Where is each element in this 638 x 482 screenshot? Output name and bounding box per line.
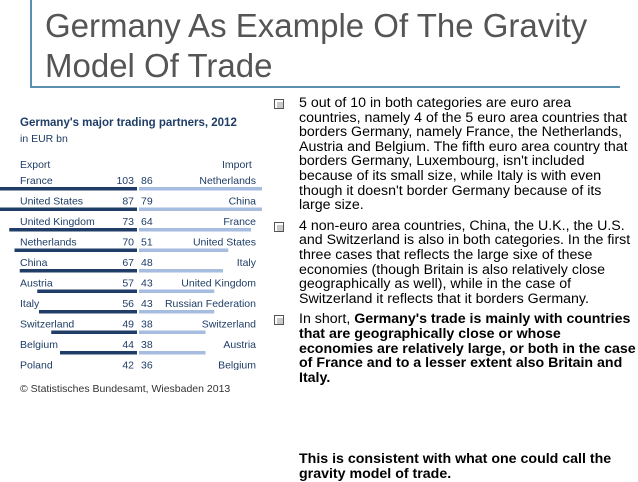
- import-value-label: 43: [141, 298, 153, 310]
- export-value-label: 103: [116, 175, 134, 187]
- import-value-label: 64: [141, 216, 153, 228]
- import-value-label: 43: [141, 278, 153, 290]
- import-value-label: 79: [141, 196, 153, 208]
- bullet-item: 4 non-euro area countries, China, the U.…: [272, 217, 636, 307]
- chart-title: Germany's major trading partners, 2012: [20, 117, 237, 129]
- import-bar: [139, 207, 262, 211]
- export-country-label: United States: [20, 196, 83, 208]
- bullet-text: 4 non-euro area countries, China, the U.…: [299, 217, 631, 307]
- export-bar: [14, 248, 137, 252]
- import-value-label: 86: [141, 175, 153, 187]
- square-bullet-icon: [274, 221, 284, 232]
- import-bar: [139, 269, 223, 273]
- square-bullet-icon: [274, 315, 284, 326]
- trading-partners-chart: France 103 86 Netherlands United States 87 79 C…: [0, 175, 262, 371]
- export-bar: [51, 330, 137, 334]
- export-header: Export: [20, 159, 51, 171]
- export-value-label: 70: [122, 237, 134, 249]
- import-country-label: United States: [193, 237, 256, 249]
- export-country-label: China: [20, 257, 48, 269]
- import-bar: [139, 248, 229, 252]
- square-bullet-icon: [274, 99, 284, 109]
- export-value-label: 44: [122, 339, 134, 351]
- import-bar: [139, 330, 206, 334]
- export-country-label: Poland: [20, 360, 53, 371]
- export-country-label: Italy: [20, 298, 40, 310]
- import-value-label: 38: [141, 319, 153, 331]
- export-bar: [0, 207, 137, 211]
- export-country-label: Belgium: [20, 339, 58, 351]
- export-bar: [37, 289, 137, 293]
- import-country-label: China: [229, 196, 257, 208]
- import-value-label: 48: [141, 257, 153, 269]
- conclusion-text: This is consistent with what one could c…: [299, 451, 612, 482]
- bullet-item: In short, Germany's trade is mainly with…: [272, 312, 636, 385]
- export-bar: [9, 228, 137, 232]
- export-value-label: 57: [122, 278, 134, 290]
- import-value-label: 51: [141, 237, 153, 249]
- bullet-prefix: In short,: [299, 311, 355, 328]
- export-value-label: 42: [122, 360, 134, 371]
- bullet-item: 5 out of 10 in both categories are euro …: [272, 96, 636, 213]
- chart-source: © Statistisches Bundesamt, Wiesbaden 201…: [20, 383, 231, 395]
- chart-unit: in EUR bn: [20, 133, 68, 145]
- bullet-text: 5 out of 10 in both categories are euro …: [299, 95, 628, 214]
- import-country-label: Netherlands: [199, 175, 256, 187]
- import-value-label: 36: [141, 360, 153, 371]
- import-bar: [139, 310, 215, 314]
- bullet-list: 5 out of 10 in both categories are euro …: [272, 96, 636, 391]
- export-value-label: 87: [122, 196, 134, 208]
- export-bar: [60, 351, 137, 355]
- import-bar: [139, 187, 262, 191]
- import-bar: [139, 289, 215, 293]
- export-country-label: United Kingdom: [20, 216, 95, 228]
- import-value-label: 38: [141, 339, 153, 351]
- import-bar: [139, 351, 206, 355]
- export-bar: [39, 310, 137, 314]
- title-frame-bottom: [30, 86, 620, 88]
- export-value-label: 56: [122, 298, 134, 310]
- export-value-label: 67: [122, 257, 134, 269]
- import-header: Import: [222, 159, 252, 171]
- export-bar: [19, 269, 137, 273]
- import-country-label: Switzerland: [202, 319, 256, 331]
- export-country-label: Netherlands: [20, 237, 77, 249]
- import-country-label: Russian Federation: [165, 298, 256, 310]
- export-country-label: France: [20, 175, 53, 187]
- bullet-bold-text: Germany's trade is mainly with countries…: [299, 311, 636, 386]
- import-bar: [139, 228, 251, 232]
- export-value-label: 73: [122, 216, 134, 228]
- import-country-label: Belgium: [218, 360, 256, 371]
- import-country-label: Italy: [237, 257, 257, 269]
- export-value-label: 49: [122, 319, 134, 331]
- import-country-label: Austria: [223, 339, 256, 351]
- slide-title: Germany As Example Of The Gravity Model …: [45, 7, 588, 84]
- export-country-label: Switzerland: [20, 319, 74, 331]
- export-bar: [0, 187, 137, 191]
- import-country-label: United Kingdom: [181, 278, 256, 290]
- title-frame-left: [30, 0, 32, 88]
- export-country-label: Austria: [20, 278, 53, 290]
- import-country-label: France: [223, 216, 256, 228]
